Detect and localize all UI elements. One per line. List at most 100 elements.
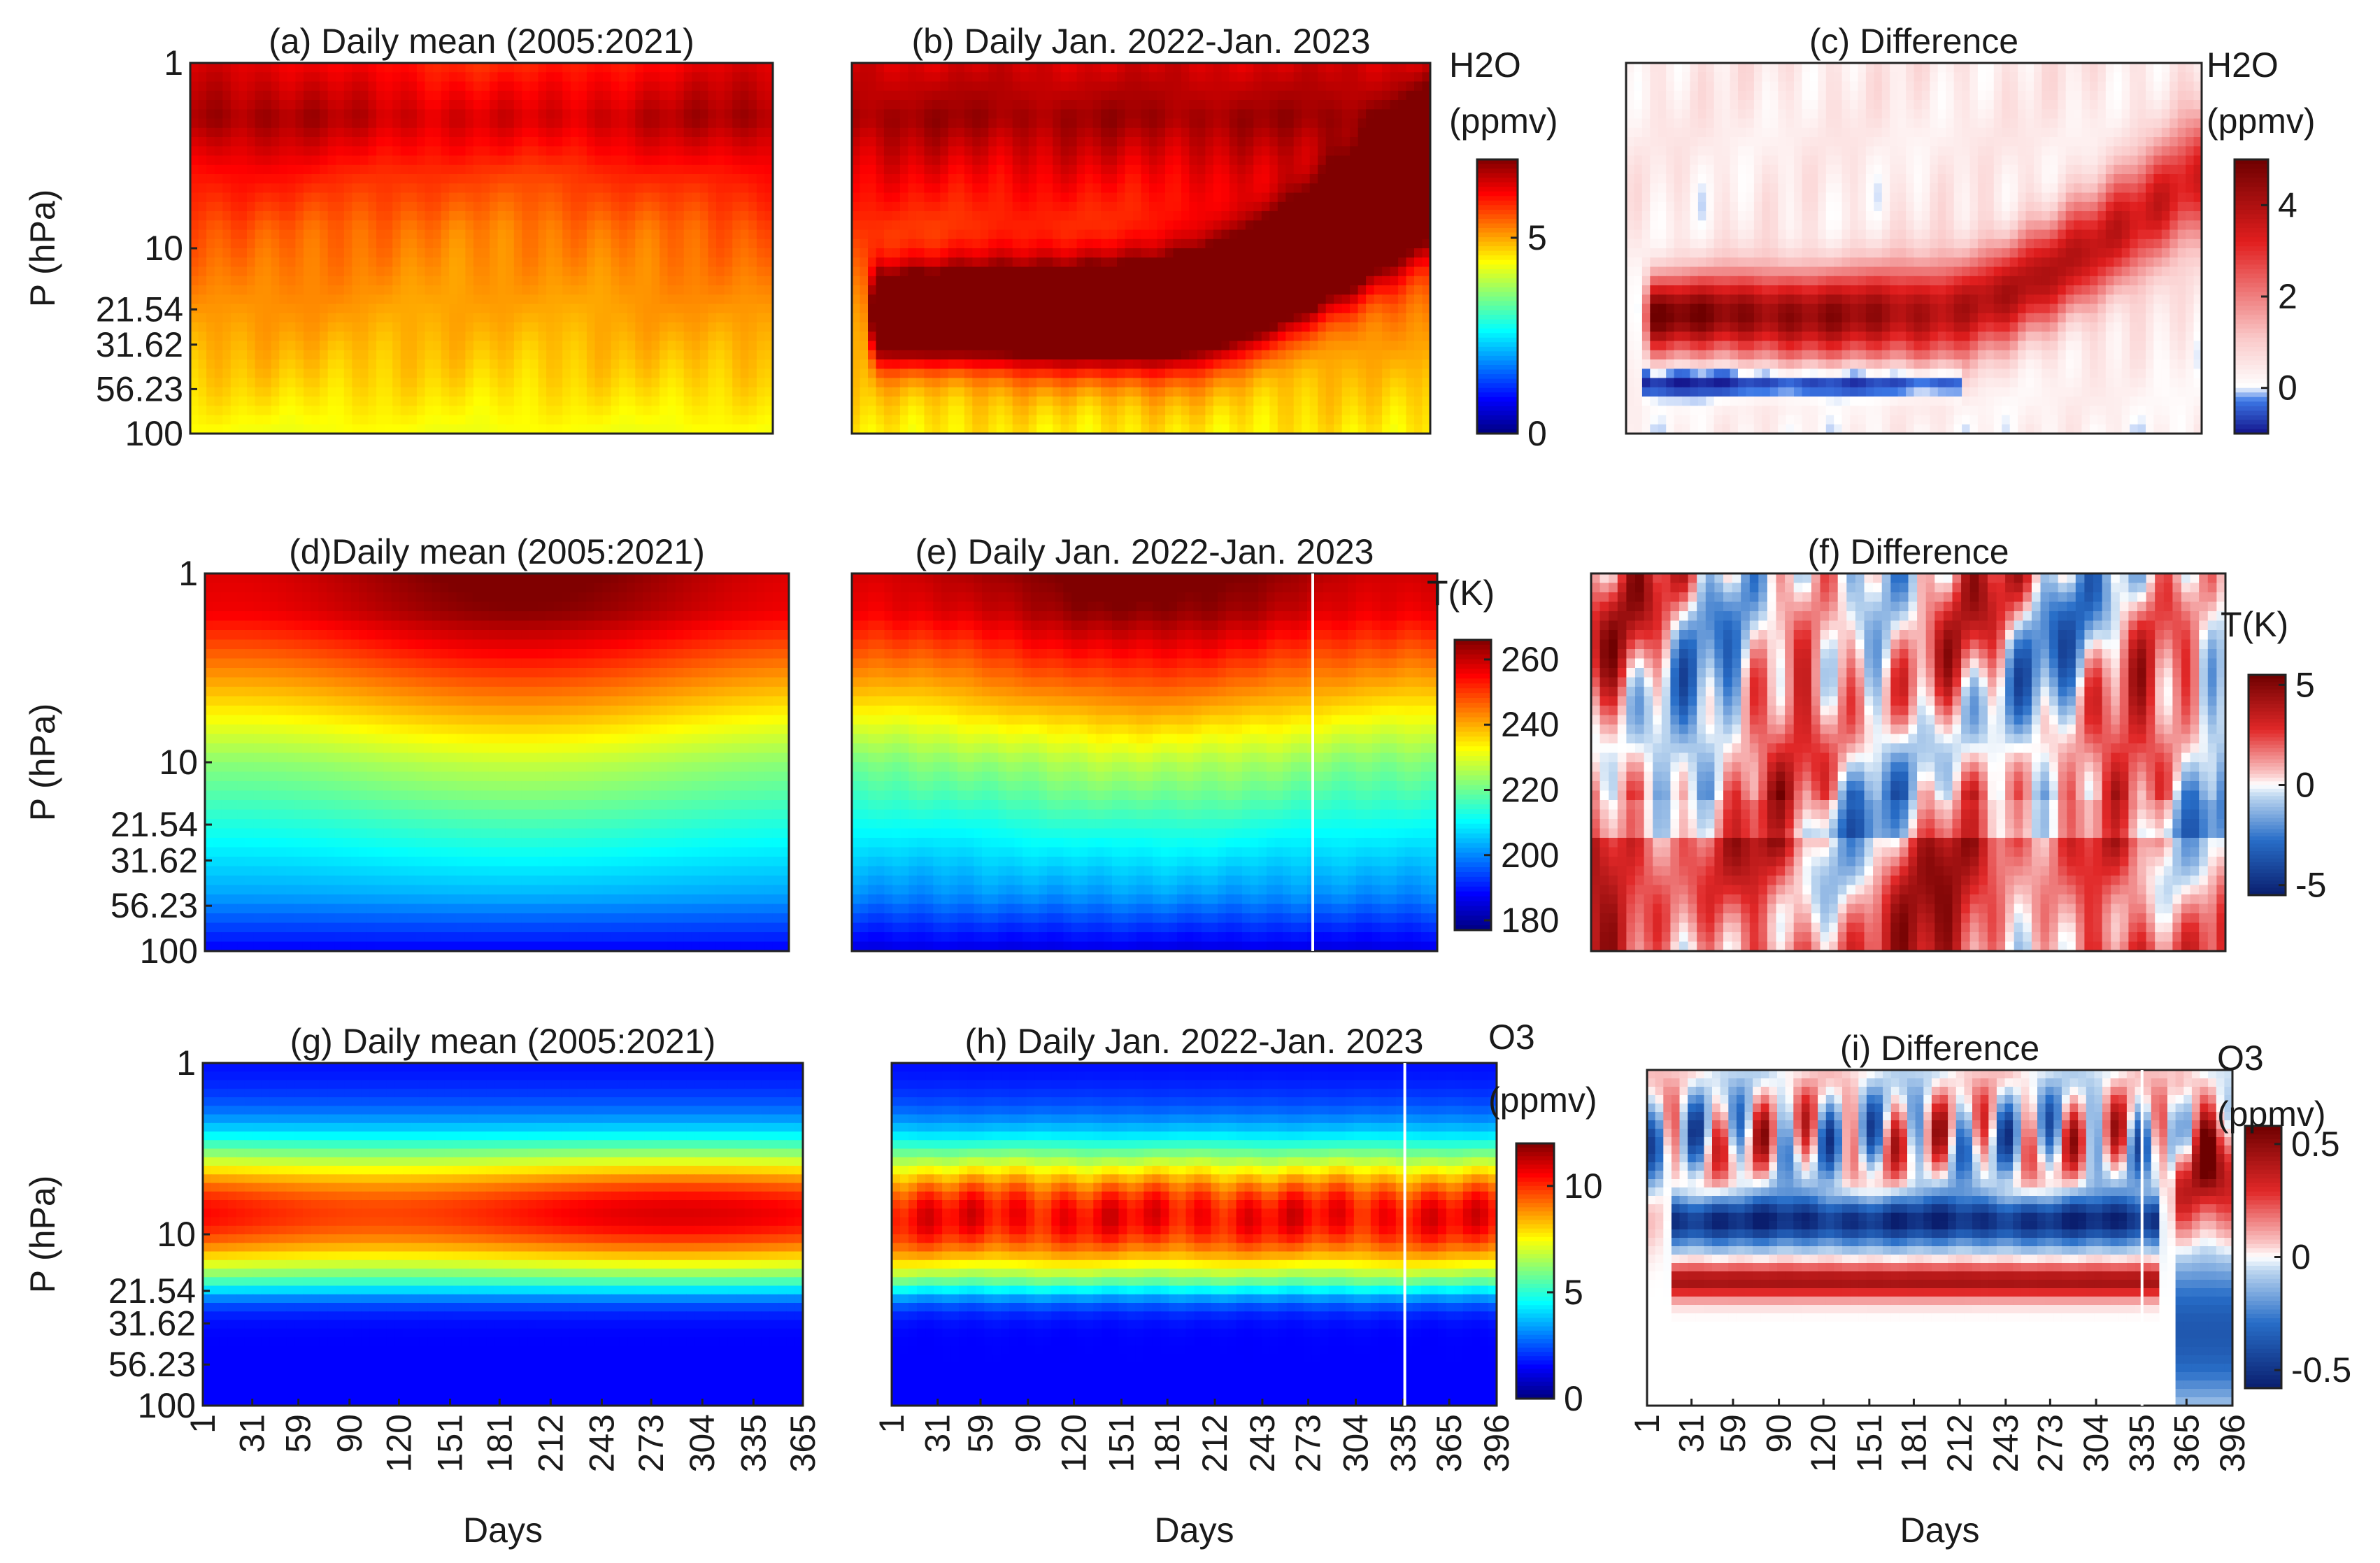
heatmap-cell xyxy=(725,63,733,73)
heatmap-cell xyxy=(700,220,708,230)
heatmap-cell xyxy=(255,183,264,193)
heatmap-cell xyxy=(627,183,636,193)
heatmap-cell xyxy=(578,230,587,240)
heatmap-cell xyxy=(676,82,684,92)
heatmap-cell xyxy=(530,202,539,212)
heatmap-cell xyxy=(408,230,417,240)
heatmap-cell xyxy=(725,220,733,230)
heatmap-cell xyxy=(376,193,385,203)
heatmap-cell xyxy=(215,146,223,156)
heatmap-cell xyxy=(473,193,482,203)
heatmap-cell xyxy=(352,72,360,82)
heatmap-cell xyxy=(441,211,450,221)
heatmap-cell xyxy=(417,137,425,147)
heatmap-cell xyxy=(263,156,271,166)
heatmap-cell xyxy=(336,100,344,110)
heatmap-cell xyxy=(530,220,539,230)
heatmap-cell xyxy=(522,72,530,82)
heatmap-cell xyxy=(587,202,595,212)
heatmap-cell xyxy=(514,72,522,82)
heatmap-cell xyxy=(652,156,660,166)
heatmap-cell xyxy=(312,193,320,203)
heatmap-cell xyxy=(716,183,725,193)
heatmap-cell xyxy=(539,146,547,156)
heatmap-cell xyxy=(555,230,563,240)
heatmap-cell xyxy=(199,156,207,166)
heatmap-cell xyxy=(425,174,434,184)
heatmap-cell xyxy=(684,109,692,119)
heatmap-cell xyxy=(465,91,473,101)
heatmap-cell xyxy=(562,174,571,184)
heatmap-cell xyxy=(199,100,207,110)
heatmap-cell xyxy=(530,72,539,82)
heatmap-cell xyxy=(385,72,393,82)
heatmap-cell xyxy=(215,72,223,82)
heatmap-cell xyxy=(708,183,716,193)
heatmap-cell xyxy=(611,193,620,203)
heatmap-cell xyxy=(190,137,199,147)
heatmap-cell xyxy=(408,156,417,166)
heatmap-cell xyxy=(206,91,215,101)
heatmap-cell xyxy=(555,202,563,212)
heatmap-cell xyxy=(320,63,328,73)
heatmap-cell xyxy=(417,146,425,156)
heatmap-cell xyxy=(498,137,506,147)
heatmap-cell xyxy=(401,156,409,166)
heatmap-cell xyxy=(676,100,684,110)
heatmap-cell xyxy=(417,100,425,110)
heatmap-cell xyxy=(385,211,393,221)
heatmap-cell xyxy=(215,100,223,110)
heatmap-cell xyxy=(247,156,255,166)
heatmap-cell xyxy=(473,220,482,230)
heatmap-cell xyxy=(425,193,434,203)
heatmap-cell xyxy=(530,63,539,73)
heatmap-cell xyxy=(652,165,660,175)
heatmap-cell xyxy=(206,156,215,166)
heatmap-cell xyxy=(660,230,668,240)
heatmap-cell xyxy=(555,165,563,175)
heatmap-cell xyxy=(652,72,660,82)
heatmap-cell xyxy=(312,128,320,138)
heatmap-cell xyxy=(401,220,409,230)
heatmap-cell xyxy=(578,174,587,184)
heatmap-cell xyxy=(417,128,425,138)
heatmap-cell xyxy=(369,137,377,147)
heatmap-cell xyxy=(417,183,425,193)
heatmap-cell xyxy=(433,137,441,147)
heatmap-cell xyxy=(595,156,604,166)
heatmap-cell xyxy=(433,119,441,129)
heatmap-cell xyxy=(668,100,676,110)
heatmap-cell xyxy=(238,63,247,73)
heatmap-cell xyxy=(199,128,207,138)
heatmap-cell xyxy=(222,91,231,101)
heatmap-cell xyxy=(732,91,741,101)
heatmap-cell xyxy=(441,202,450,212)
heatmap-cell xyxy=(199,82,207,92)
heatmap-cell xyxy=(408,211,417,221)
heatmap-cell xyxy=(376,82,385,92)
heatmap-cell xyxy=(376,137,385,147)
heatmap-cell xyxy=(401,128,409,138)
heatmap-cell xyxy=(692,193,700,203)
heatmap-cell xyxy=(498,72,506,82)
heatmap-cell xyxy=(231,156,239,166)
heatmap-cell xyxy=(247,119,255,129)
heatmap-cell xyxy=(441,72,450,82)
heatmap-cell xyxy=(668,137,676,147)
heatmap-cell xyxy=(578,72,587,82)
heatmap-cell xyxy=(222,72,231,82)
heatmap-cell xyxy=(555,100,563,110)
heatmap-cell xyxy=(320,211,328,221)
heatmap-cell xyxy=(401,183,409,193)
heatmap-cell xyxy=(482,137,490,147)
heatmap-cell xyxy=(344,91,352,101)
heatmap-cell xyxy=(546,128,555,138)
heatmap-cell xyxy=(627,220,636,230)
heatmap-cell xyxy=(190,174,199,184)
heatmap-cell xyxy=(408,72,417,82)
heatmap-cell xyxy=(344,100,352,110)
heatmap-cell xyxy=(457,100,466,110)
heatmap-cell xyxy=(578,220,587,230)
heatmap-cell xyxy=(287,193,296,203)
heatmap-cell xyxy=(660,211,668,221)
